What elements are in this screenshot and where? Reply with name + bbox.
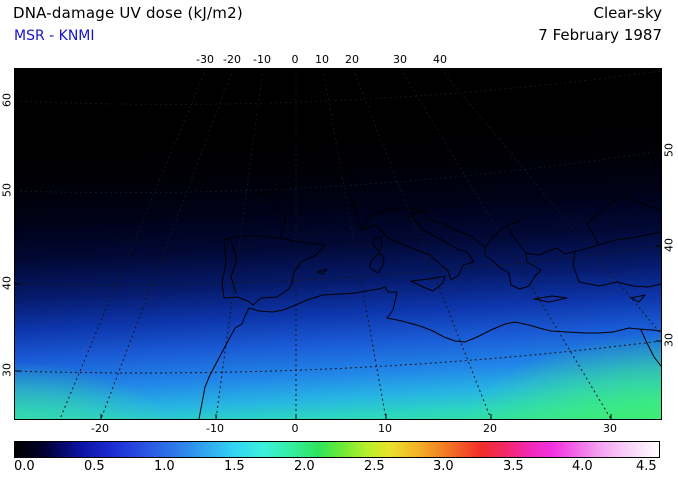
coastline-anatolia-south (572, 250, 661, 288)
right-axis-label: 30 (662, 333, 676, 347)
border-balkans-1 (484, 220, 522, 248)
coastline-cyprus (630, 294, 646, 303)
graticule-line (15, 245, 661, 286)
graticule-line (15, 340, 661, 374)
graticule-line (15, 150, 661, 194)
coastline-north-africa (198, 286, 661, 419)
coastline-iberia (221, 235, 326, 306)
colorbar-label: 4.5 (636, 459, 657, 474)
coastline-italy (360, 210, 475, 281)
colorbar-label: 2.0 (294, 459, 315, 474)
coastline-west-europe (257, 73, 612, 239)
coastline-black-sea-west (586, 194, 661, 246)
graticule-line (322, 69, 387, 419)
bottom-axis-label: 0 (291, 422, 299, 435)
coastline-scandinavia (336, 69, 472, 130)
chart-source: MSR - KNMI (14, 28, 95, 44)
left-axis-label: 30 (0, 363, 14, 377)
colorbar-label: 2.5 (364, 459, 385, 474)
border-portugal-spain (230, 240, 238, 294)
colorbar-label: 3.5 (503, 459, 524, 474)
left-axis-label: 40 (0, 276, 14, 290)
colorbar-label: 1.0 (154, 459, 175, 474)
coastline-balearics (316, 268, 328, 275)
chart-date: 7 February 1987 (538, 26, 662, 44)
colorbar-label: 0.5 (84, 459, 105, 474)
sky-condition-label: Clear-sky (593, 4, 662, 22)
colorbar-label: 0.0 (14, 459, 35, 474)
bottom-axis-label: 20 (483, 422, 497, 435)
map-overlay (15, 69, 661, 419)
coastline-anatolia-north (598, 231, 661, 246)
graticule-line (215, 69, 264, 419)
right-axis-label: 40 (662, 238, 676, 252)
colorbar-label: 4.0 (572, 459, 593, 474)
border-balkans-2 (506, 224, 527, 254)
left-axis-label: 60 (0, 93, 14, 107)
coastline-corsica (372, 236, 383, 252)
top-axis-label: 10 (315, 53, 329, 66)
top-axis-label: -20 (223, 53, 241, 66)
left-axis-label: 50 (0, 183, 14, 197)
top-axis-label: 0 (291, 53, 299, 66)
graticule-line (100, 69, 234, 419)
colorbar-label: 1.5 (224, 459, 245, 474)
colorbar (14, 441, 660, 458)
border-italy-north (360, 207, 427, 231)
coastline-sardinia (369, 252, 385, 274)
graticule-line (15, 70, 661, 105)
bottom-axis-label: 10 (378, 422, 392, 435)
coastline-crete (533, 295, 568, 303)
coastline-sicily (410, 275, 446, 292)
graticule-line (59, 69, 207, 419)
right-axis-label: 50 (662, 143, 676, 157)
graticule (15, 69, 661, 419)
border-france-east (333, 149, 362, 231)
coastline-balkans-greece (425, 210, 600, 290)
top-axis-label: -10 (253, 53, 271, 66)
graticule-line (400, 69, 612, 419)
bottom-axis-label: 30 (603, 422, 617, 435)
uv-dose-map (14, 68, 662, 420)
top-axis-label: 30 (393, 53, 407, 66)
top-axis-label: -30 (196, 53, 214, 66)
chart-title: DNA-damage UV dose (kJ/m2) (13, 4, 243, 22)
bottom-axis-label: -20 (91, 422, 109, 435)
coastline-suez (640, 329, 661, 367)
graticule-line (440, 69, 661, 335)
colorbar-label: 3.0 (433, 459, 454, 474)
top-axis-label: 40 (433, 53, 447, 66)
bottom-axis-label: -10 (206, 422, 224, 435)
coastline-britain (249, 101, 312, 180)
coastline-ireland (212, 132, 250, 169)
coastlines (198, 69, 661, 419)
top-axis-label: 20 (345, 53, 359, 66)
axis-tick-marks (15, 69, 661, 419)
graticule-line (352, 69, 492, 419)
